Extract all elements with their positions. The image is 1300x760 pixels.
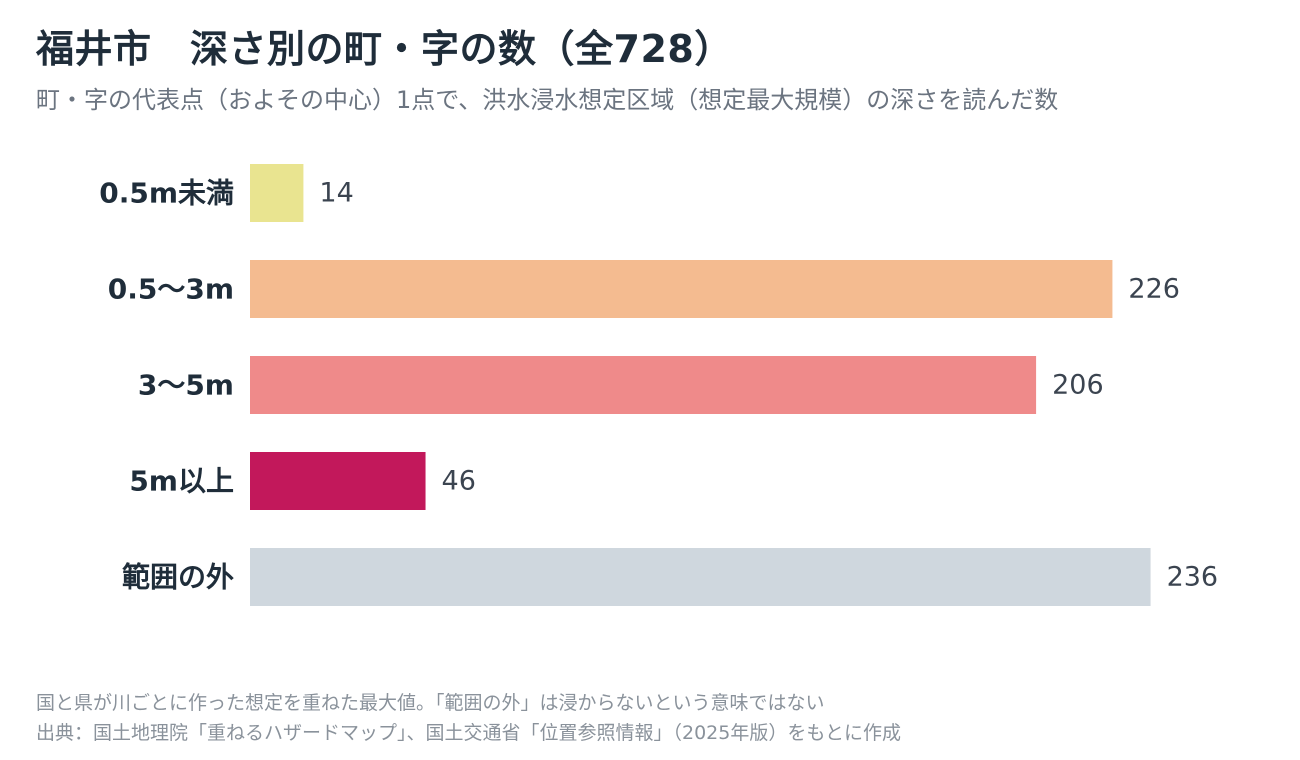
chart-subtitle: 町・字の代表点（およその中心）1点で、洪水浸水想定区域（想定最大規模）の深さを読… <box>36 86 1059 114</box>
footnote: 国と県が川ごとに作った想定を重ねた最大値。「範囲の外」は浸からないという意味では… <box>36 692 825 714</box>
bar <box>250 452 426 510</box>
bar <box>250 164 304 222</box>
bar <box>250 356 1037 414</box>
category-label: 3〜5m <box>138 369 234 402</box>
value-label: 46 <box>442 466 476 497</box>
category-label: 0.5m未満 <box>99 177 234 210</box>
category-label: 範囲の外 <box>122 561 234 594</box>
bar <box>250 548 1151 606</box>
bar-chart: 0.5m未満 14 0.5〜3m 226 3〜5m 206 5m以上 46 範囲の外 236 <box>99 164 1218 606</box>
value-label: 236 <box>1167 562 1219 593</box>
value-label: 226 <box>1128 274 1180 305</box>
value-label: 206 <box>1052 370 1104 401</box>
bar <box>250 260 1113 318</box>
bars-group: 0.5m未満 14 0.5〜3m 226 3〜5m 206 5m以上 46 範囲の外 236 <box>99 164 1218 606</box>
value-label: 14 <box>319 178 353 209</box>
category-label: 0.5〜3m <box>108 273 234 306</box>
category-label: 5m以上 <box>129 465 234 498</box>
chart-title: 福井市 深さ別の町・字の数（全728） <box>36 27 733 71</box>
source-note: 出典：国土地理院「重ねるハザードマップ」、国土交通省「位置参照情報」（2025年… <box>36 722 901 744</box>
